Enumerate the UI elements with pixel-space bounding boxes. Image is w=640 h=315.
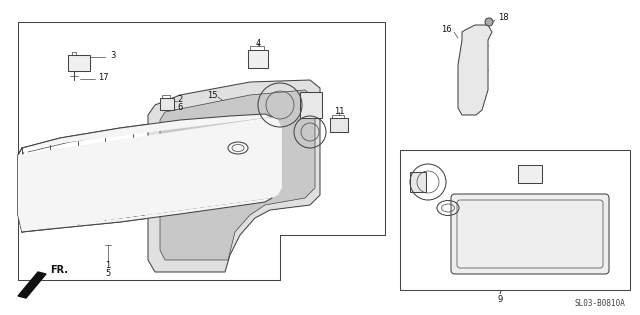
Text: 16: 16 [442, 26, 452, 35]
Polygon shape [160, 90, 315, 260]
Polygon shape [148, 80, 320, 272]
Polygon shape [458, 25, 492, 115]
Text: FR.: FR. [50, 265, 68, 275]
Circle shape [485, 18, 493, 26]
Text: 1: 1 [106, 261, 111, 270]
Bar [300, 92, 322, 118]
Text: 11: 11 [333, 107, 344, 117]
Bar [410, 172, 426, 192]
Polygon shape [18, 272, 46, 298]
Bar [160, 98, 174, 110]
Text: 18: 18 [498, 14, 509, 22]
FancyBboxPatch shape [451, 194, 609, 274]
Bar [518, 165, 542, 183]
Text: 8: 8 [548, 158, 554, 167]
Bar [330, 118, 348, 132]
Bar [248, 50, 268, 68]
Text: 9: 9 [497, 295, 502, 305]
Text: 13: 13 [214, 138, 225, 146]
Bar [68, 55, 90, 71]
Text: 6: 6 [177, 104, 182, 112]
Text: 15: 15 [207, 91, 217, 100]
Text: 7: 7 [497, 288, 502, 296]
Text: 3: 3 [110, 51, 115, 60]
Text: 10: 10 [548, 165, 559, 175]
Text: 2: 2 [177, 95, 182, 105]
Text: 17: 17 [98, 73, 109, 83]
Text: 5: 5 [106, 268, 111, 278]
Bar [400, 150, 630, 290]
Text: 14: 14 [428, 214, 438, 222]
Text: 12: 12 [423, 158, 433, 167]
Text: 4: 4 [255, 38, 260, 48]
Polygon shape [18, 114, 282, 232]
Text: SL03-B0810A: SL03-B0810A [574, 299, 625, 308]
Polygon shape [18, 114, 282, 232]
